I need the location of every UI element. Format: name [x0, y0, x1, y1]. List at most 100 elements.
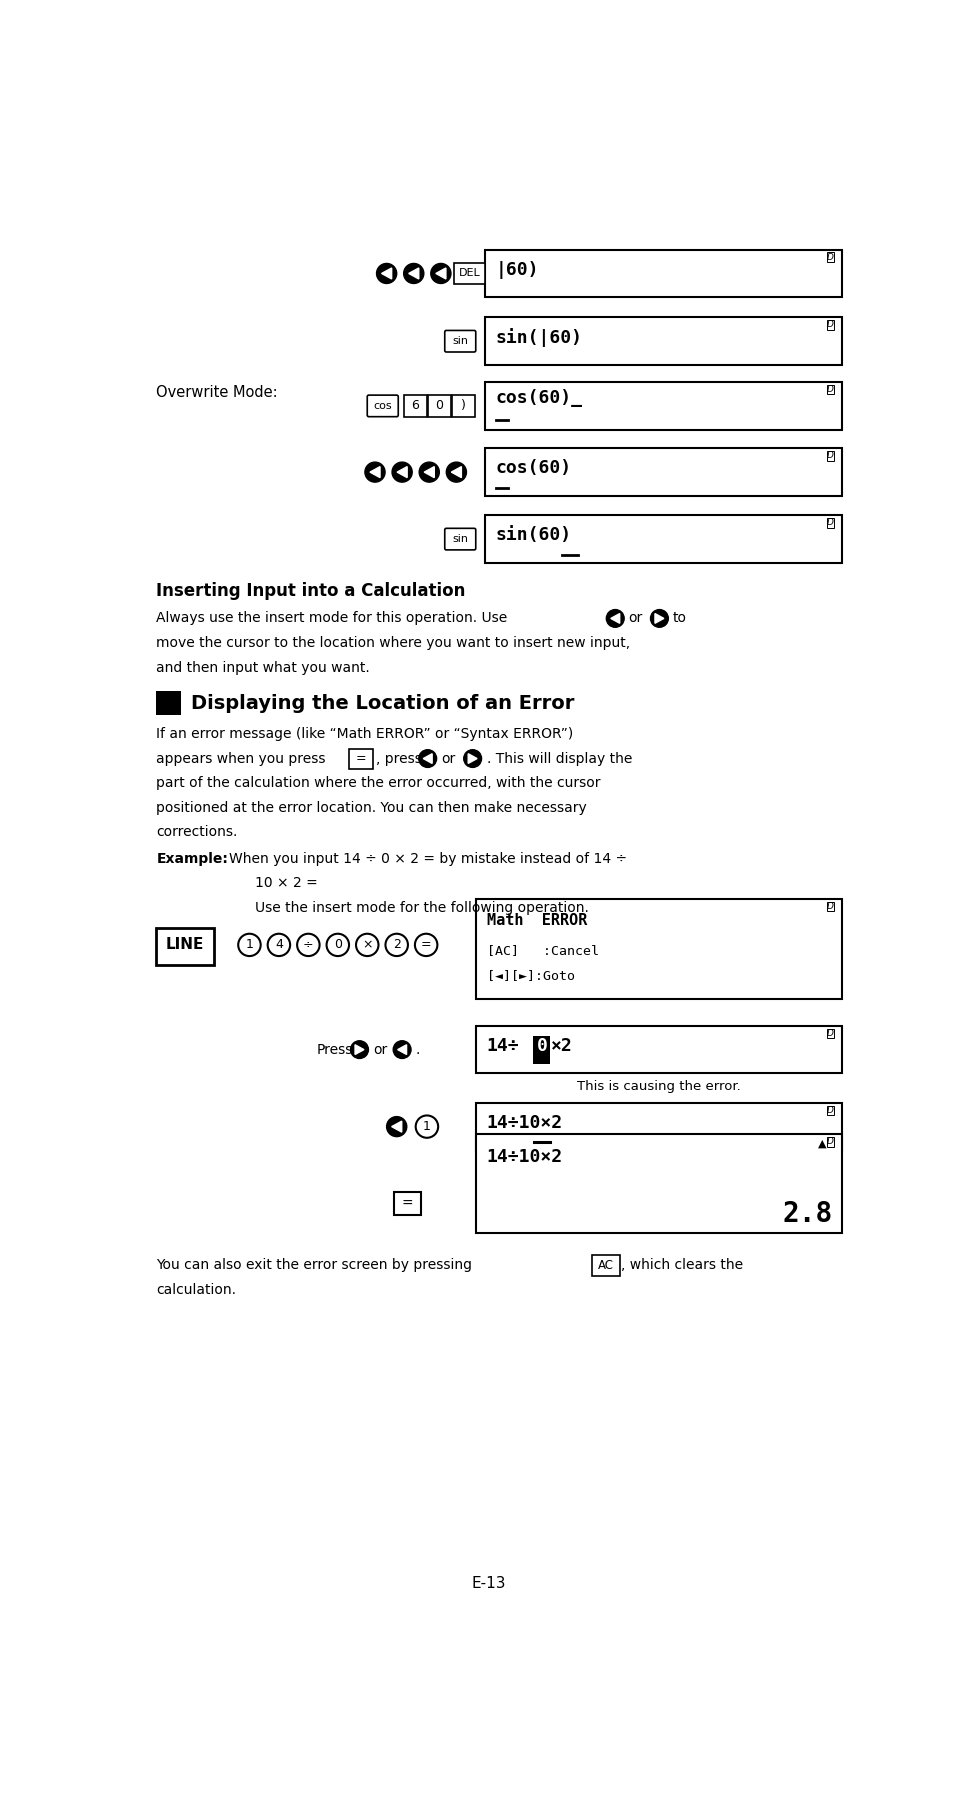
Text: Use the insert mode for the following operation.: Use the insert mode for the following op…: [254, 900, 588, 915]
Text: E-13: E-13: [471, 1577, 506, 1591]
Text: ): ): [460, 399, 465, 413]
Circle shape: [365, 462, 385, 482]
Text: .: .: [415, 1043, 419, 1057]
Circle shape: [463, 750, 481, 767]
Text: 0: 0: [537, 1037, 547, 1055]
Text: 2: 2: [393, 938, 400, 951]
Text: Press: Press: [316, 1043, 353, 1057]
Text: D: D: [826, 1106, 833, 1115]
Polygon shape: [370, 467, 379, 478]
Text: =: =: [401, 1196, 413, 1210]
Polygon shape: [408, 269, 418, 280]
Text: 1: 1: [245, 938, 253, 951]
Text: =: =: [420, 938, 431, 951]
Polygon shape: [468, 754, 476, 763]
Circle shape: [386, 1117, 406, 1137]
FancyBboxPatch shape: [484, 318, 841, 364]
Text: D: D: [826, 451, 833, 460]
Circle shape: [418, 750, 436, 767]
Text: 14÷10×2: 14÷10×2: [486, 1149, 562, 1167]
Circle shape: [392, 462, 412, 482]
Text: 6: 6: [411, 399, 418, 413]
Text: 0: 0: [334, 938, 341, 951]
FancyBboxPatch shape: [476, 1135, 841, 1232]
Circle shape: [606, 610, 623, 628]
Text: Example:: Example:: [156, 851, 228, 866]
Text: AC: AC: [598, 1259, 614, 1272]
Polygon shape: [423, 754, 432, 763]
Text: appears when you press: appears when you press: [156, 752, 326, 765]
FancyBboxPatch shape: [367, 395, 397, 417]
Polygon shape: [655, 613, 663, 624]
Polygon shape: [397, 1045, 406, 1055]
Text: 10 × 2 =: 10 × 2 =: [254, 877, 317, 891]
Text: 0: 0: [435, 399, 443, 413]
Text: or: or: [441, 752, 456, 765]
Text: move the cursor to the location where you want to insert new input,: move the cursor to the location where yo…: [156, 637, 630, 649]
FancyBboxPatch shape: [533, 1035, 550, 1064]
Text: 14÷10×2: 14÷10×2: [486, 1113, 562, 1131]
Text: This is causing the error.: This is causing the error.: [577, 1081, 740, 1093]
Polygon shape: [392, 1120, 401, 1133]
Text: D: D: [826, 1028, 833, 1037]
Circle shape: [296, 934, 319, 956]
FancyBboxPatch shape: [403, 395, 427, 417]
Text: DEL: DEL: [458, 269, 480, 278]
Text: |60): |60): [496, 260, 538, 278]
Circle shape: [355, 934, 378, 956]
Circle shape: [415, 934, 436, 956]
FancyBboxPatch shape: [452, 395, 475, 417]
Circle shape: [416, 1115, 437, 1138]
Circle shape: [418, 462, 439, 482]
Polygon shape: [610, 613, 619, 624]
FancyBboxPatch shape: [427, 395, 451, 417]
Text: cos: cos: [373, 400, 392, 411]
Circle shape: [385, 934, 408, 956]
Circle shape: [393, 1041, 411, 1059]
Circle shape: [326, 934, 349, 956]
Text: 14÷: 14÷: [486, 1037, 518, 1055]
Circle shape: [431, 263, 451, 283]
Polygon shape: [381, 269, 392, 280]
Text: Inserting Input into a Calculation: Inserting Input into a Calculation: [156, 581, 465, 599]
Text: 4: 4: [274, 938, 282, 951]
Text: sin(60): sin(60): [496, 527, 572, 545]
FancyBboxPatch shape: [484, 516, 841, 563]
Text: ÷: ÷: [303, 938, 314, 951]
Text: calculation.: calculation.: [156, 1283, 236, 1297]
Text: D: D: [826, 518, 833, 527]
Circle shape: [446, 462, 466, 482]
Text: part of the calculation where the error occurred, with the cursor: part of the calculation where the error …: [156, 776, 600, 790]
Text: 2.8: 2.8: [781, 1200, 831, 1229]
FancyBboxPatch shape: [349, 749, 373, 769]
FancyBboxPatch shape: [484, 382, 841, 429]
Text: positioned at the error location. You can then make necessary: positioned at the error location. You ca…: [156, 801, 587, 815]
FancyBboxPatch shape: [476, 1102, 841, 1151]
Text: Always use the insert mode for this operation. Use: Always use the insert mode for this oper…: [156, 612, 507, 626]
Text: or: or: [373, 1043, 387, 1057]
Circle shape: [238, 934, 260, 956]
Text: [◄][►]:Goto: [◄][►]:Goto: [486, 969, 574, 981]
Polygon shape: [424, 467, 434, 478]
Text: When you input 14 ÷ 0 × 2 = by mistake instead of 14 ÷: When you input 14 ÷ 0 × 2 = by mistake i…: [229, 851, 627, 866]
FancyBboxPatch shape: [444, 529, 476, 550]
Text: Overwrite Mode:: Overwrite Mode:: [156, 386, 277, 400]
Text: corrections.: corrections.: [156, 826, 237, 839]
Text: sin: sin: [452, 534, 468, 545]
FancyBboxPatch shape: [454, 263, 484, 285]
Text: D: D: [826, 321, 833, 330]
Text: ×: ×: [361, 938, 372, 951]
Text: D: D: [826, 1137, 833, 1146]
Text: or: or: [628, 612, 642, 626]
Polygon shape: [451, 467, 461, 478]
FancyBboxPatch shape: [592, 1256, 619, 1275]
Text: =: =: [355, 752, 366, 765]
Text: You can also exit the error screen by pressing: You can also exit the error screen by pr…: [156, 1257, 472, 1272]
Circle shape: [350, 1041, 368, 1059]
Circle shape: [268, 934, 290, 956]
Text: sin(|60): sin(|60): [496, 328, 582, 346]
Text: 1: 1: [422, 1120, 431, 1133]
Circle shape: [650, 610, 668, 628]
Polygon shape: [355, 1045, 364, 1055]
FancyBboxPatch shape: [394, 1192, 420, 1216]
